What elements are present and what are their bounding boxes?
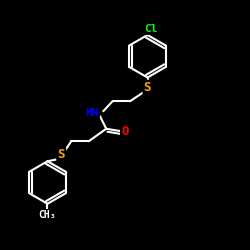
Text: O: O — [121, 125, 129, 138]
Text: Cl: Cl — [144, 24, 158, 34]
Text: S: S — [58, 148, 65, 162]
Text: CH₃: CH₃ — [39, 210, 56, 220]
Text: S: S — [144, 81, 151, 94]
Text: HN: HN — [85, 108, 99, 118]
